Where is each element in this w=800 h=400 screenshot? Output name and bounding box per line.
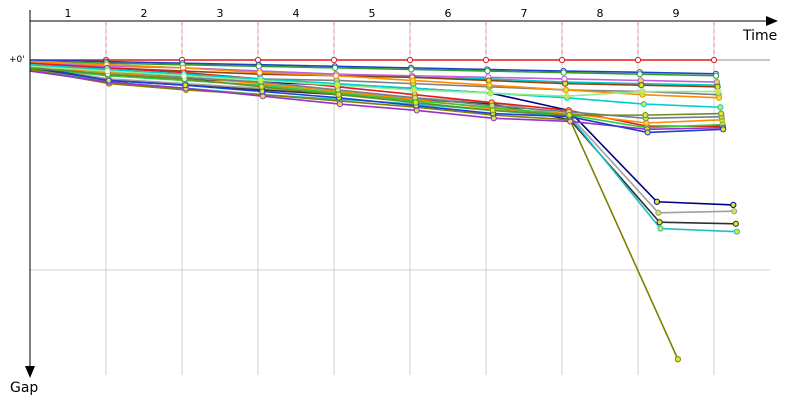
series-11-point-lap-9 — [732, 220, 739, 227]
series-13-point-lap-8 — [674, 356, 682, 363]
lap-label-6: 6 — [445, 7, 452, 20]
series-8-point-lap-7 — [562, 86, 570, 94]
series-1-point-lap-8 — [634, 56, 642, 64]
series-10-point-lap-9 — [731, 208, 738, 215]
series-22-point-lap-4 — [334, 82, 341, 89]
series-20-point-lap-6 — [489, 107, 496, 114]
series-20-point-lap-4 — [335, 91, 342, 98]
series-3-point-lap-9 — [713, 72, 720, 79]
lap-label-9: 9 — [673, 7, 680, 20]
series-3-point-lap-7 — [560, 69, 567, 76]
series-markers — [102, 56, 740, 363]
series-3-point-lap-8 — [636, 71, 643, 78]
series-22-point-lap-5 — [410, 86, 418, 94]
series-22-point-lap-7 — [563, 93, 570, 100]
lap-label-8: 8 — [597, 7, 604, 20]
series-18-point-lap-2 — [182, 82, 189, 89]
series-22-point-lap-9 — [715, 88, 722, 95]
series-18-point-lap-1 — [105, 77, 112, 84]
series-10-point-lap-8 — [655, 209, 662, 216]
x-axis-arrow — [766, 16, 778, 26]
series-9-point-lap-9 — [730, 201, 737, 208]
series-8-point-lap-9 — [715, 94, 723, 101]
series-line-3 — [29, 60, 717, 77]
lap-label-4: 4 — [293, 7, 300, 20]
series-22-point-lap-1 — [104, 67, 111, 75]
series-8-point-lap-5 — [409, 77, 416, 84]
series-1-point-lap-9 — [710, 56, 718, 64]
lap-label-7: 7 — [521, 7, 528, 20]
series-18-point-lap-9 — [720, 126, 727, 133]
x-axis-title: Time — [742, 28, 777, 44]
series-6-point-lap-7 — [562, 80, 569, 87]
series-3-point-lap-6 — [484, 67, 491, 75]
series-17-point-lap-4 — [336, 101, 343, 108]
series-20-point-lap-9 — [718, 110, 725, 117]
lap-label-2: 2 — [141, 7, 148, 20]
series-line-20 — [29, 67, 722, 116]
y-axis-arrow — [25, 366, 35, 378]
series-line-21 — [29, 63, 721, 109]
series-20-point-lap-8 — [642, 112, 649, 119]
series-line-22 — [29, 65, 719, 98]
series-21-point-lap-8 — [640, 101, 647, 108]
series-12-point-lap-8 — [657, 225, 664, 232]
series-22-point-lap-3 — [257, 77, 264, 84]
series-3-point-lap-4 — [331, 64, 339, 71]
series-12-point-lap-9 — [733, 228, 740, 235]
series-8-point-lap-6 — [486, 82, 493, 89]
zero-gap-label: +0' — [9, 55, 25, 65]
series-lines — [29, 59, 737, 360]
series-1-point-lap-4 — [330, 56, 338, 64]
lap-label-3: 3 — [217, 7, 224, 20]
series-1-point-lap-6 — [482, 56, 490, 64]
lap-labels: 1 2 3 4 5 6 7 8 9 — [65, 7, 680, 20]
series-20-point-lap-3 — [258, 83, 265, 90]
series-line-8 — [29, 60, 720, 99]
series-20-point-lap-5 — [412, 99, 419, 106]
leader-trace — [105, 22, 715, 60]
lap-label-1: 1 — [65, 7, 72, 20]
chart-axes: Time Gap +0' — [9, 10, 778, 396]
series-22-point-lap-8 — [639, 88, 646, 95]
y-axis-title: Gap — [10, 380, 38, 396]
series-6-point-lap-8 — [638, 82, 645, 89]
series-9-point-lap-8 — [653, 198, 661, 205]
series-8-point-lap-3 — [256, 69, 263, 76]
lap-label-5: 5 — [369, 7, 376, 20]
series-1-point-lap-7 — [558, 56, 566, 64]
series-line-16 — [29, 67, 723, 129]
series-22-point-lap-2 — [181, 72, 188, 79]
series-21-point-lap-9 — [717, 104, 724, 111]
series-22-point-lap-6 — [487, 89, 494, 97]
series-line-2 — [29, 59, 716, 75]
series-11-point-lap-8 — [656, 219, 663, 226]
series-line-18 — [29, 65, 724, 134]
series-1-point-lap-5 — [406, 56, 414, 64]
series-8-point-lap-4 — [333, 72, 340, 79]
series-18-point-lap-8 — [644, 129, 651, 136]
series-3-point-lap-5 — [408, 66, 415, 73]
series-20-point-lap-7 — [566, 112, 573, 119]
